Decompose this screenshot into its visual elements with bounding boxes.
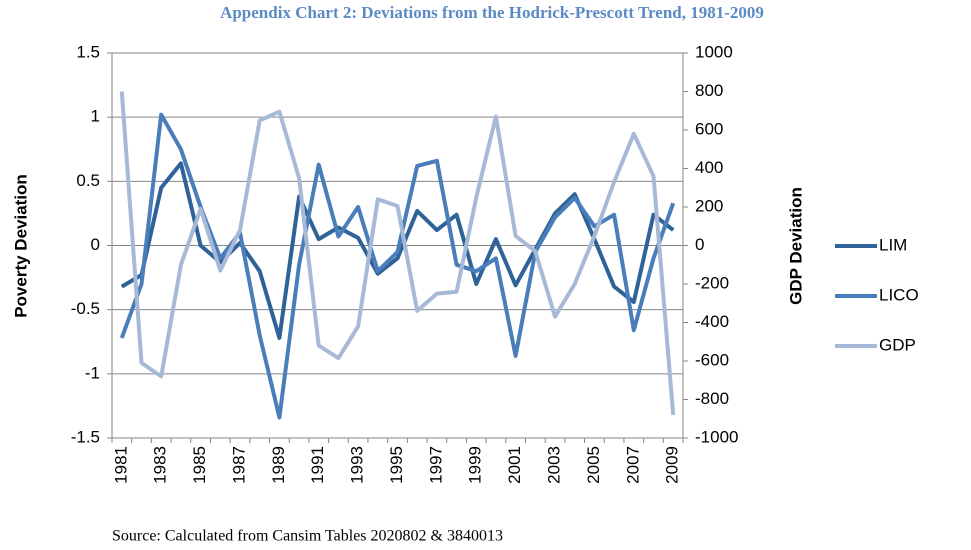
y2-tick-label: 800 xyxy=(695,81,723,100)
y-tick-label: 1.5 xyxy=(76,42,100,61)
x-tick-label: 1991 xyxy=(308,446,327,484)
y2-tick-label: -1000 xyxy=(695,427,738,446)
y-tick-label: -0.5 xyxy=(71,299,100,318)
x-tick-label: 1993 xyxy=(348,446,367,484)
y2-tick-label: 1000 xyxy=(695,42,733,61)
x-tick-label: 1987 xyxy=(229,446,248,484)
x-tick-label: 2007 xyxy=(623,446,642,484)
x-tick-label: 2005 xyxy=(584,446,603,484)
y-tick-label: 0 xyxy=(91,235,100,254)
x-tick-label: 1989 xyxy=(269,446,288,484)
y2-tick-label: -600 xyxy=(695,350,729,369)
y-tick-label: -1 xyxy=(85,363,100,382)
x-tick-label: 1999 xyxy=(466,446,485,484)
x-tick-label: 2003 xyxy=(545,446,564,484)
y2-axis-title: GDP Deviation xyxy=(786,187,805,305)
y-tick-label: 0.5 xyxy=(76,171,100,190)
y-tick-label: -1.5 xyxy=(71,427,100,446)
y2-tick-label: 400 xyxy=(695,158,723,177)
series-line xyxy=(119,91,676,416)
y2-tick-label: 200 xyxy=(695,196,723,215)
x-tick-label: 1981 xyxy=(111,446,130,484)
y2-tick-label: 0 xyxy=(695,235,704,254)
y2-tick-label: -200 xyxy=(695,273,729,292)
legend-label: LICO xyxy=(879,285,919,304)
x-tick-label: 1995 xyxy=(387,446,406,484)
series-line xyxy=(119,112,676,420)
chart-title: Appendix Chart 2: Deviations from the Ho… xyxy=(220,3,764,22)
legend-label: LIM xyxy=(879,235,907,254)
y2-tick-label: -800 xyxy=(695,389,729,408)
y-tick-label: 1 xyxy=(91,107,100,126)
x-tick-label: 2001 xyxy=(505,446,524,484)
x-tick-label: 1997 xyxy=(426,446,445,484)
x-tick-label: 2009 xyxy=(663,446,682,484)
y2-tick-label: -400 xyxy=(695,312,729,331)
x-tick-label: 1983 xyxy=(151,446,170,484)
y-axis-title: Poverty Deviation xyxy=(11,174,30,318)
legend-label: GDP xyxy=(879,335,916,354)
source-note: Source: Calculated from Cansim Tables 20… xyxy=(112,528,503,545)
x-tick-label: 1985 xyxy=(190,446,209,484)
y2-tick-label: 600 xyxy=(695,119,723,138)
